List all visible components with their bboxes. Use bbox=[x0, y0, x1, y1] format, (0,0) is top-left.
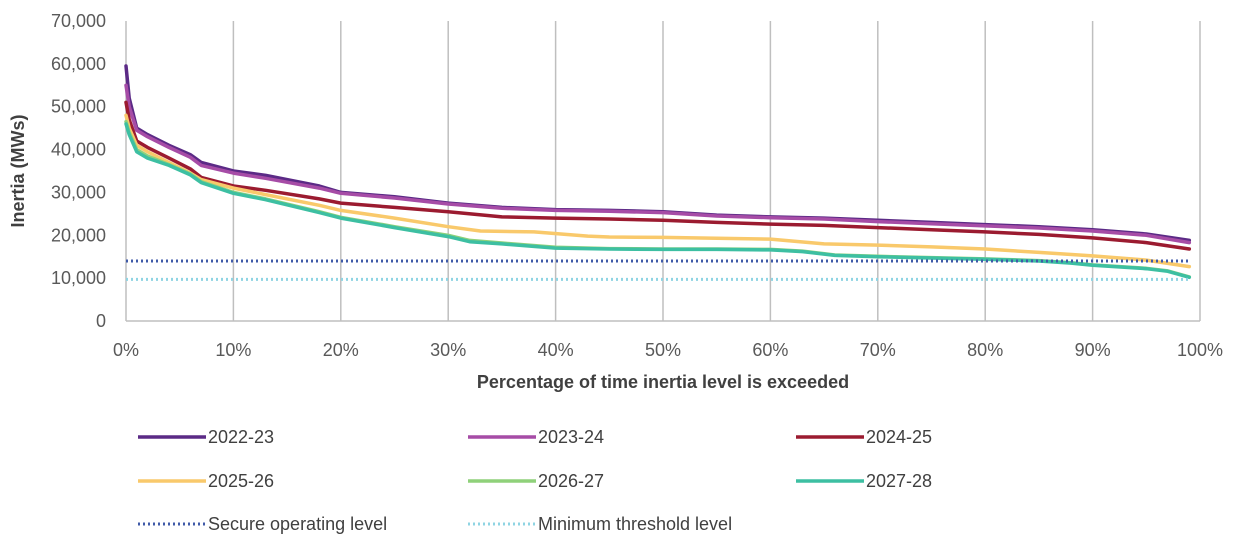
x-tick-label: 40% bbox=[538, 340, 574, 360]
y-tick-label: 50,000 bbox=[51, 97, 106, 117]
x-tick-label: 30% bbox=[430, 340, 466, 360]
series-line-3 bbox=[124, 113, 1192, 269]
x-axis-title: Percentage of time inertia level is exce… bbox=[477, 372, 849, 392]
x-axis-ticks: 0% 10% 20% 30% 40% 50% 60% 70% 80% 90% 100% bbox=[113, 340, 1223, 360]
y-tick-label: 40,000 bbox=[51, 140, 106, 160]
y-tick-label: 60,000 bbox=[51, 54, 106, 74]
x-tick-label: 20% bbox=[323, 340, 359, 360]
gridlines bbox=[125, 21, 1201, 321]
y-tick-label: 70,000 bbox=[51, 11, 106, 31]
x-tick-label: 100% bbox=[1177, 340, 1223, 360]
series-line-5 bbox=[124, 122, 1192, 280]
legend: 2022-23 2023-24 2024-25 2025-26 2026-27 2027-… bbox=[138, 427, 932, 534]
y-axis-ticks: 0 10,000 20,000 30,000 40,000 50,000 60,000 70,… bbox=[51, 11, 106, 331]
y-tick-label: 20,000 bbox=[51, 225, 106, 245]
y-axis-title: Inertia (MWs) bbox=[8, 114, 28, 227]
legend-label-5: 2027-28 bbox=[866, 471, 932, 491]
legend-label-3: 2025-26 bbox=[208, 471, 274, 491]
x-tick-label: 80% bbox=[967, 340, 1003, 360]
legend-label-4: 2026-27 bbox=[538, 471, 604, 491]
y-tick-label: 10,000 bbox=[51, 268, 106, 288]
x-tick-label: 0% bbox=[113, 340, 139, 360]
legend-label-1: 2023-24 bbox=[538, 427, 604, 447]
x-tick-label: 10% bbox=[215, 340, 251, 360]
x-tick-label: 90% bbox=[1075, 340, 1111, 360]
legend-label-6: Secure operating level bbox=[208, 514, 387, 534]
legend-label-0: 2022-23 bbox=[208, 427, 274, 447]
y-tick-label: 0 bbox=[96, 311, 106, 331]
legend-label-7: Minimum threshold level bbox=[538, 514, 732, 534]
series-line-2 bbox=[124, 100, 1192, 251]
legend-label-2: 2024-25 bbox=[866, 427, 932, 447]
x-tick-label: 70% bbox=[860, 340, 896, 360]
x-tick-label: 60% bbox=[752, 340, 788, 360]
x-tick-label: 50% bbox=[645, 340, 681, 360]
series-lines bbox=[124, 64, 1192, 281]
y-tick-label: 30,000 bbox=[51, 182, 106, 202]
series-line-0 bbox=[124, 64, 1192, 243]
series-line-1 bbox=[124, 83, 1192, 245]
